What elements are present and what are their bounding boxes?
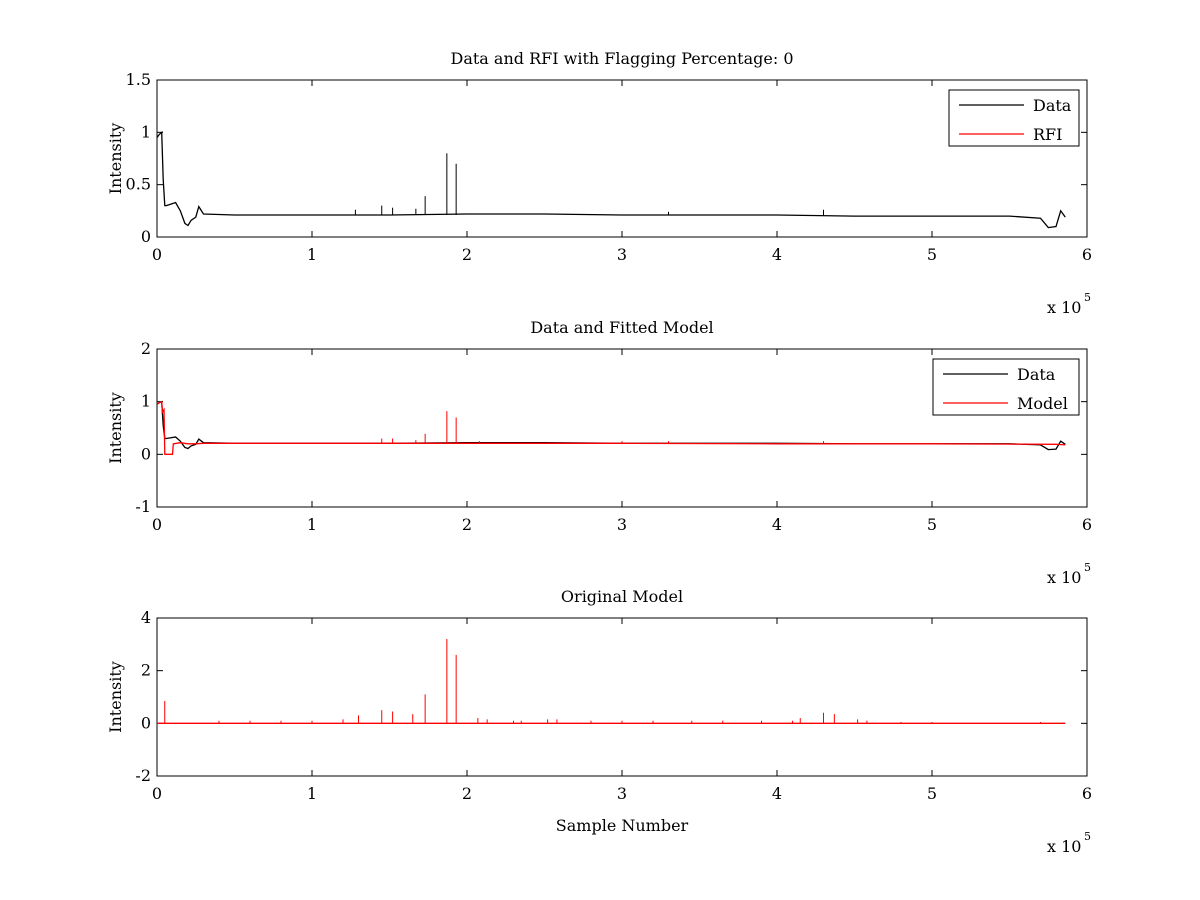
legend-box xyxy=(932,358,1080,416)
plot-area xyxy=(157,400,1066,455)
y-tick-label: 0 xyxy=(141,713,151,732)
legend-label-data: Data xyxy=(1017,365,1056,384)
x-tick-label: 3 xyxy=(617,245,627,264)
x-tick-label: 5 xyxy=(927,515,937,534)
y-tick-label: 0.5 xyxy=(126,175,151,194)
x-tick-label: 1 xyxy=(307,515,317,534)
y-tick-label: 2 xyxy=(141,661,151,680)
x-tick-label: 4 xyxy=(772,245,782,264)
x-tick-label: 1 xyxy=(307,784,317,803)
y-tick-label: 0 xyxy=(141,227,151,246)
chart-title: Data and Fitted Model xyxy=(530,318,713,337)
x-tick-label: 0 xyxy=(152,515,162,534)
x-tick-label: 0 xyxy=(152,784,162,803)
subplot-1: Data and RFI with Flagging Percentage: 0… xyxy=(106,49,1092,317)
y-tick-label: 1.5 xyxy=(126,70,151,89)
chart-title: Data and RFI with Flagging Percentage: 0 xyxy=(450,49,793,68)
x-axis-label: Sample Number xyxy=(556,816,689,835)
x-multiplier-exponent: 5 xyxy=(1084,561,1091,574)
x-tick-label: 5 xyxy=(927,784,937,803)
x-tick-label: 2 xyxy=(462,245,472,264)
legend-label-model: Model xyxy=(1017,394,1068,413)
x-multiplier-exponent: 5 xyxy=(1084,291,1091,304)
x-multiplier-base: x 10 xyxy=(1047,568,1081,587)
x-tick-label: 4 xyxy=(772,784,782,803)
chart-title: Original Model xyxy=(561,587,683,606)
plot-area xyxy=(157,639,1066,724)
y-tick-label: 2 xyxy=(141,339,151,358)
axes-frame xyxy=(156,79,1088,238)
legend-label-data: Data xyxy=(1033,96,1072,115)
x-tick-label: 6 xyxy=(1082,784,1092,803)
y-axis-label: Intensity xyxy=(106,392,125,464)
axes-frame xyxy=(156,617,1088,777)
x-tick-label: 5 xyxy=(927,245,937,264)
x-tick-label: 3 xyxy=(617,515,627,534)
y-tick-label: 0 xyxy=(141,444,151,463)
x-tick-label: 2 xyxy=(462,515,472,534)
x-tick-label: 1 xyxy=(307,245,317,264)
legend-label-rfi: RFI xyxy=(1033,125,1062,144)
legend: Data Model xyxy=(932,358,1080,416)
y-axis-label: Intensity xyxy=(106,661,125,733)
y-tick-label: -2 xyxy=(135,766,151,785)
legend-box xyxy=(948,89,1080,147)
y-tick-label: 4 xyxy=(141,608,151,627)
y-tick-label: 1 xyxy=(141,392,151,411)
series-line-data xyxy=(157,400,1066,451)
series-line-model xyxy=(157,400,1066,455)
y-axis-label: Intensity xyxy=(106,123,125,195)
x-tick-label: 6 xyxy=(1082,245,1092,264)
y-tick-label: 1 xyxy=(141,122,151,141)
x-multiplier-base: x 10 xyxy=(1047,837,1081,856)
x-multiplier-exponent: 5 xyxy=(1084,830,1091,843)
x-tick-label: 0 xyxy=(152,245,162,264)
legend: Data RFI xyxy=(948,89,1080,147)
y-tick-label: -1 xyxy=(135,497,151,516)
series-line-data xyxy=(157,130,1066,229)
x-tick-label: 4 xyxy=(772,515,782,534)
plot-area xyxy=(157,130,1066,229)
x-tick-label: 6 xyxy=(1082,515,1092,534)
x-multiplier-base: x 10 xyxy=(1047,298,1081,317)
x-tick-label: 2 xyxy=(462,784,472,803)
x-tick-label: 3 xyxy=(617,784,627,803)
